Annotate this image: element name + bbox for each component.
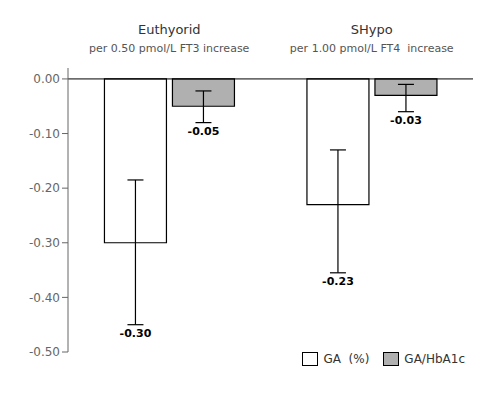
- svg-text:-0.03: -0.03: [390, 114, 422, 127]
- svg-text:-0.40: -0.40: [29, 291, 60, 305]
- svg-text:-0.23: -0.23: [322, 275, 354, 288]
- svg-text:per 1.00 pmol/L FT4 increase: per 1.00 pmol/L FT4 increase: [290, 42, 454, 55]
- html-text:GA/HbA1c: GA/HbA1c: [404, 352, 465, 366]
- svg-text:Euthyorid: Euthyorid: [138, 22, 201, 37]
- svg-text:-0.30: -0.30: [29, 236, 60, 250]
- svg-text:-0.30: -0.30: [120, 327, 152, 340]
- svg-text:0.00: 0.00: [33, 72, 60, 86]
- svg-text:-0.20: -0.20: [29, 181, 60, 195]
- svg-text:-0.10: -0.10: [29, 127, 60, 141]
- svg-text:-0.05: -0.05: [188, 125, 220, 138]
- svg-text:per 0.50 pmol/L FT3 increase: per 0.50 pmol/L FT3 increase: [89, 42, 250, 55]
- html-text:GA (%): GA (%): [323, 352, 370, 366]
- svg-text:SHypo: SHypo: [351, 22, 393, 37]
- svg-text:-0.50: -0.50: [29, 345, 60, 359]
